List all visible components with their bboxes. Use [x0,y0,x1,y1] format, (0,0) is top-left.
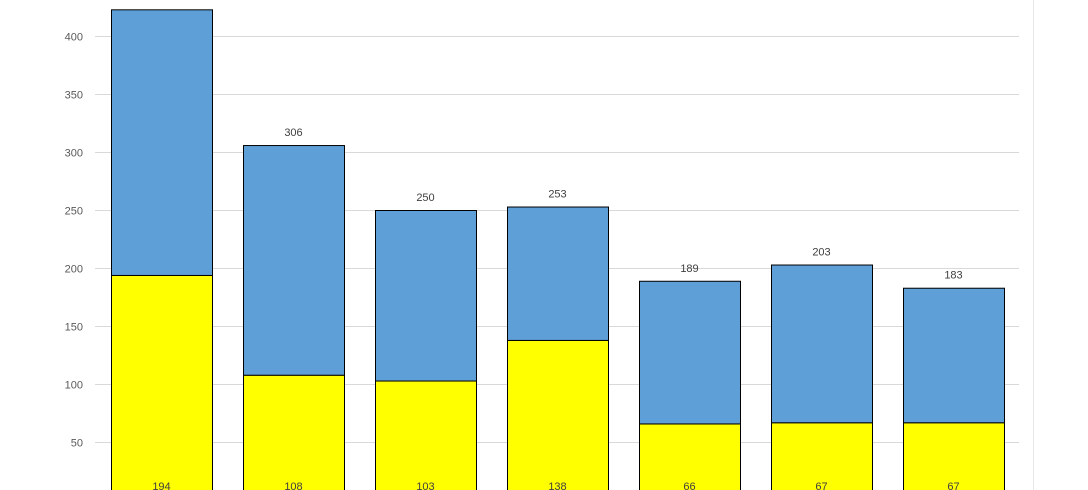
y-tick-label: 50 [71,438,83,450]
bar-segment-lower [375,380,477,490]
y-tick-label: 350 [65,90,83,102]
total-data-label: 250 [416,192,434,204]
bar-segment-lower [507,339,609,490]
total-data-label: 203 [812,247,830,259]
y-tick-label: 400 [65,32,83,44]
y-tick-label: 300 [65,148,83,160]
lower-data-label: 138 [548,481,566,490]
bar-segment-upper [375,210,477,382]
data-labels: 194 306 108 250 103 253 138 189 66 203 67 183 67 [152,127,962,490]
lower-data-label: 67 [815,481,827,490]
bar-segment-lower [903,422,1005,490]
total-data-label: 306 [284,127,302,139]
lower-data-label: 67 [947,481,959,490]
y-tick-label: 200 [65,264,83,276]
bar-segment-lower [111,274,213,490]
total-data-label: 189 [680,263,698,275]
bars [111,9,1005,490]
lower-data-label: 103 [416,481,434,490]
bar-segment-upper [639,280,741,425]
bar-segment-upper [111,9,213,276]
bar-segment-upper [771,264,873,424]
lower-data-label: 194 [152,481,170,490]
y-axis-ticks: 50 100 150 200 250 300 350 400 [65,32,83,450]
total-data-label: 183 [944,270,962,282]
y-tick-label: 250 [65,206,83,218]
lower-data-label: 66 [683,481,695,490]
bar-segment-lower [771,422,873,490]
y-tick-label: 100 [65,380,83,392]
bar-segment-upper [903,287,1005,424]
y-tick-label: 150 [65,322,83,334]
bar-segment-upper [507,206,609,341]
bar-segment-lower [243,374,345,490]
total-data-label: 253 [548,189,566,201]
lower-data-label: 108 [284,481,302,490]
bar-segment-lower [639,423,741,490]
bar-segment-upper [243,145,345,376]
